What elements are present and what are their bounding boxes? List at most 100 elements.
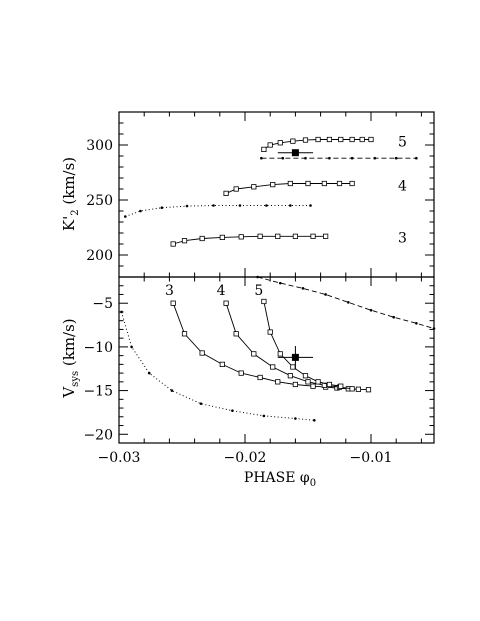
bottom-y-tick-label: −15 [83,384,113,400]
top-series-5-point [315,136,321,143]
bottom-series-dotted-point [199,402,203,405]
top-series-3-point [257,233,263,239]
bottom-series-4-point [251,351,257,357]
bottom-series-4-point [287,373,293,379]
top-y-tick-label: 250 [86,193,113,209]
bottom-panel: −20 −15 −10 −5 −0.03 −0.02 −0.01 3 4 5 [83,275,436,466]
top-series-dotted-point [124,215,127,218]
bottom-series-4-point [233,331,239,337]
top-series-4-point [223,190,229,196]
top-series-3-point [292,233,299,239]
top-y-tick-label: 300 [86,138,113,154]
top-series-dotted-point [139,209,142,213]
bottom-series-5-point [338,383,344,389]
bottom-y-axis-label: Vsys (km/s) [60,318,81,398]
bottom-series-dashed-point [256,275,259,279]
bottom-series-5-point [315,379,321,385]
top-series-4-point [349,180,355,187]
bottom-series-dotted-point [294,417,297,420]
top-series-dashed-point [394,156,398,160]
top-series-dashed-point [281,156,285,160]
top-series-5-point [290,138,296,144]
bottom-series-dashed-point [369,308,373,312]
bottom-series-3-point [310,383,316,389]
x-tick-label: −0.01 [350,450,393,466]
bottom-series-dotted-point [262,414,266,418]
top-series-4-point [270,181,276,188]
bottom-series-5-line [263,301,341,387]
bottom-series-dotted-point [147,371,151,375]
top-series-3-point [238,234,244,240]
top-series-3-line [173,235,326,245]
bottom-series-dotted-point [130,345,133,349]
top-series-5-point [338,136,344,143]
top-series-5-point [277,140,283,146]
top-series-dotted-point [289,204,292,207]
x-tick-label: −0.02 [224,450,267,466]
bottom-y-tick-label: −20 [83,427,113,443]
top-series-dotted-point [185,204,189,208]
bottom-series-4-point [349,386,355,392]
x-axis-label: PHASE φ0 [244,470,316,489]
bottom-series-3-point [238,370,244,376]
top-series-5-point [368,136,374,143]
bottom-plot-frame [118,276,435,444]
top-plot-frame [118,111,435,278]
bottom-series-dotted-point [170,389,174,392]
bottom-series-5-point [261,298,267,305]
top-series-dotted-point [238,204,242,207]
top-series-5-point [267,142,273,148]
top-series-5-point [261,146,267,152]
bottom-series-3-point [365,387,372,393]
top-panel: 200 250 300 5 4 3 [86,111,435,278]
bottom-series-4-point [223,300,229,306]
top-series-dotted-point [265,204,268,207]
bottom-series-3-point [181,331,188,337]
top-y-tick-label: 200 [86,248,113,264]
top-series-4-point [305,180,311,187]
bottom-series-5-point [277,351,283,357]
top-series-dashed-point [350,156,354,160]
top-series-5-point [349,136,355,143]
bottom-series-3-point [257,374,263,381]
bottom-series-dashed-point [415,322,418,325]
bottom-series-3-point [355,386,362,392]
bottom-y-tick-label: −10 [83,340,113,356]
top-series-4-point [287,180,293,187]
bottom-curve-label: 5 [254,283,263,299]
top-observed-point [291,149,299,157]
bottom-series-dashed-point [301,287,305,290]
top-curve-label: 3 [398,230,407,246]
top-series-3-point [275,233,281,239]
bottom-series-5-point [326,381,333,388]
top-series-3-point [219,234,225,240]
bottom-series-3-point [292,381,299,388]
bottom-series-3-point [199,350,205,356]
bottom-curve-label: 4 [217,283,226,299]
bottom-curve-label: 3 [165,283,174,299]
bottom-series-dashed-point [432,327,436,330]
top-series-3-point [181,238,188,244]
top-series-5-point [326,136,333,143]
bottom-series-dashed-line [257,276,435,329]
bottom-series-3-point [170,300,176,306]
x-tick-label: −0.03 [98,450,141,466]
top-series-3-point [323,233,329,239]
top-series-3-point [310,233,316,239]
bottom-series-5-point [267,329,273,335]
bottom-series-dashed-point [278,281,282,285]
top-series-dotted-line [125,205,311,217]
bottom-series-dotted-line [121,311,315,421]
top-series-dashed-point [304,156,307,160]
bottom-series-5-point [290,364,296,370]
top-series-dotted-point [309,204,312,207]
bottom-series-dotted-point [231,409,234,412]
top-series-4-point [321,180,327,187]
top-series-dashed-point [328,156,331,160]
top-series-dashed-point [415,156,418,160]
top-curve-label: 4 [398,179,407,195]
top-series-3-point [199,235,205,242]
bottom-observed-point [291,353,299,361]
top-series-4-point [336,180,343,187]
